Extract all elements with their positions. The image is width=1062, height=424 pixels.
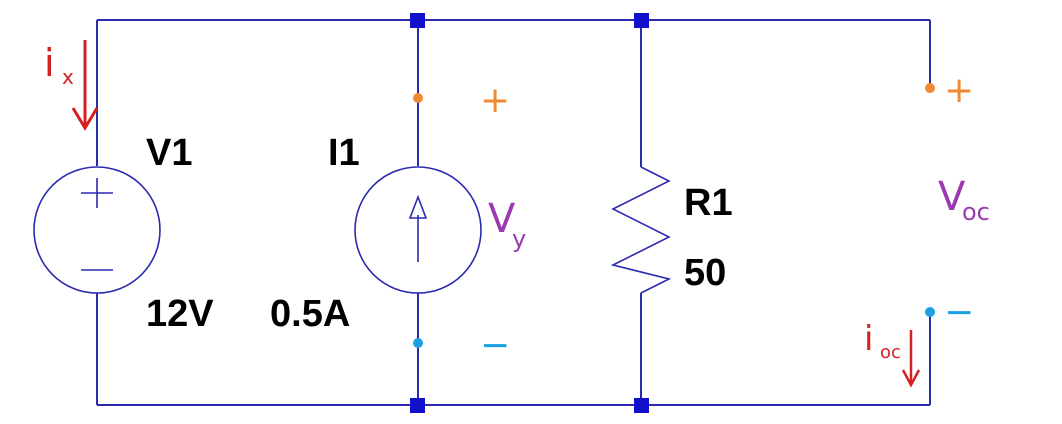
r1-name-label: R1 bbox=[684, 182, 733, 224]
v1-value-label: 12V bbox=[146, 293, 214, 335]
current-source-i1 bbox=[354, 166, 482, 294]
voc-minus-sign: − bbox=[944, 292, 974, 333]
voc-label: V bbox=[938, 174, 966, 220]
voc-voltage-annotation: + V oc − bbox=[938, 70, 990, 333]
voc-plus-terminal-dot bbox=[925, 83, 935, 93]
voc-plus-sign: + bbox=[944, 70, 974, 111]
voc-subscript: oc bbox=[962, 198, 990, 226]
node-top-r1 bbox=[634, 13, 649, 28]
voltage-source-v1 bbox=[33, 166, 161, 294]
ioc-subscript: oc bbox=[880, 342, 901, 363]
r1-value-label: 50 bbox=[684, 252, 726, 294]
ix-subscript: x bbox=[62, 65, 74, 89]
vy-plus-sign: + bbox=[480, 80, 510, 121]
i1-value-label: 0.5A bbox=[270, 293, 350, 335]
vy-minus-terminal-dot bbox=[413, 338, 423, 348]
node-bottom-i1 bbox=[410, 398, 425, 413]
vy-voltage-annotation: + V y − bbox=[480, 80, 526, 366]
vy-minus-sign: − bbox=[480, 325, 510, 366]
ix-label: i bbox=[44, 41, 55, 85]
resistor-r1 bbox=[610, 166, 672, 294]
vy-label: V bbox=[488, 196, 516, 242]
node-top-i1 bbox=[410, 13, 425, 28]
ix-current-annotation: i x bbox=[44, 40, 99, 131]
junction-nodes bbox=[410, 13, 649, 413]
vy-plus-terminal-dot bbox=[413, 93, 423, 103]
v1-name-label: V1 bbox=[146, 132, 192, 174]
voc-minus-terminal-dot bbox=[925, 307, 935, 317]
ioc-current-annotation: i oc bbox=[864, 319, 921, 388]
vy-subscript: y bbox=[512, 225, 526, 253]
ioc-label: i bbox=[864, 319, 873, 359]
node-bottom-r1 bbox=[634, 398, 649, 413]
i1-name-label: I1 bbox=[328, 132, 360, 174]
